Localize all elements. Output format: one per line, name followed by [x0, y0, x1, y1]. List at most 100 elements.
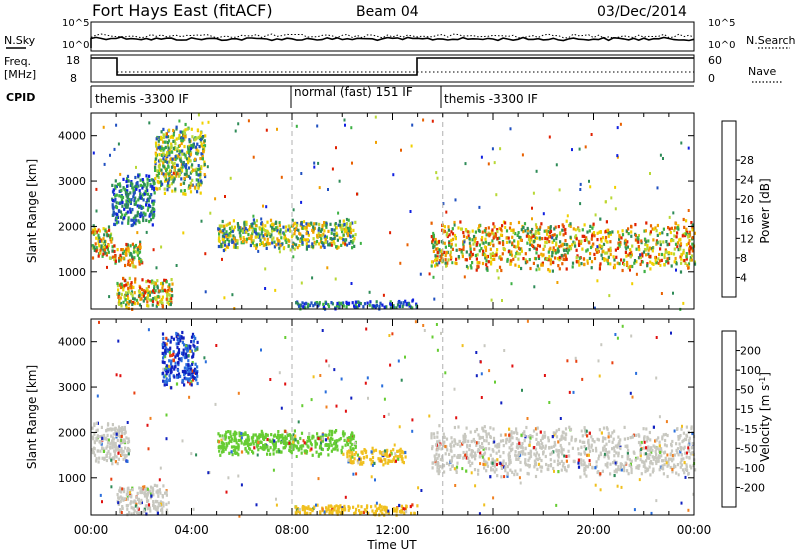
data-cell: [370, 458, 373, 462]
data-cell: [148, 195, 151, 199]
data-cell: [173, 165, 177, 169]
data-cell: [134, 214, 137, 218]
data-cell: [366, 301, 369, 305]
data-cell: [111, 205, 114, 209]
data-cell: [191, 355, 194, 359]
data-cell: [327, 453, 330, 457]
data-cell: [636, 456, 639, 460]
data-cell: [141, 485, 145, 489]
data-cell: [168, 288, 171, 292]
data-cell: [624, 238, 627, 242]
data-cell: [120, 490, 123, 494]
data-cell: [690, 254, 694, 258]
data-cell: [228, 233, 231, 237]
data-cell: [249, 236, 252, 241]
data-cell: [256, 438, 259, 443]
data-cell: [481, 435, 484, 440]
data-cell: [333, 439, 336, 443]
data-cell: [565, 267, 568, 271]
data-cell: [602, 426, 606, 430]
data-cell: [270, 433, 273, 437]
data-cell: [686, 263, 689, 267]
data-cell: [575, 237, 578, 241]
data-cell: [487, 226, 490, 230]
data-cell: [345, 217, 348, 221]
data-cell: [505, 438, 508, 442]
data-cell: [593, 256, 597, 261]
data-cell: [306, 231, 309, 235]
data-cell: [163, 165, 166, 169]
data-cell: [350, 126, 353, 130]
data-cell: [130, 181, 133, 185]
data-cell: [172, 350, 175, 354]
data-cell: [491, 239, 494, 243]
data-cell: [160, 130, 163, 134]
data-cell: [106, 234, 109, 238]
data-cell: [290, 451, 293, 455]
data-cell: [531, 243, 534, 247]
data-cell: [415, 302, 418, 306]
data-cell: [125, 179, 128, 184]
data-cell: [583, 426, 586, 430]
data-cell: [163, 288, 167, 292]
range-tick-label: 1000: [58, 266, 86, 279]
data-cell: [489, 232, 492, 236]
data-cell: [162, 161, 165, 165]
data-cell: [454, 243, 457, 247]
data-cell: [543, 229, 546, 233]
data-cell: [140, 293, 143, 297]
data-cell: [608, 439, 611, 443]
data-cell: [678, 436, 681, 440]
data-cell: [141, 178, 144, 182]
data-cell: [664, 248, 667, 252]
data-cell: [630, 467, 633, 472]
data-cell: [643, 463, 646, 467]
data-cell: [218, 239, 221, 244]
data-cell: [131, 488, 134, 492]
data-cell: [192, 352, 195, 356]
data-cell: [337, 245, 340, 249]
data-cell: [115, 432, 118, 436]
data-cell: [195, 378, 198, 382]
data-cell: [262, 204, 264, 208]
data-cell: [136, 211, 139, 215]
data-cell: [172, 146, 175, 150]
data-cell: [161, 182, 164, 186]
data-cell: [571, 148, 573, 152]
data-cell: [114, 222, 117, 227]
data-cell: [649, 473, 652, 477]
data-cell: [181, 339, 185, 343]
cpid-panel: CPID themis -3300 IF normal (fast) 151 I…: [6, 85, 694, 108]
data-cell: [357, 300, 360, 304]
data-cell: [437, 454, 441, 458]
data-cell: [566, 214, 569, 218]
data-cell: [103, 233, 106, 237]
data-cell: [549, 235, 552, 239]
data-cell: [223, 239, 227, 244]
data-cell: [530, 238, 533, 242]
data-cell: [652, 262, 655, 266]
data-cell: [181, 341, 184, 345]
data-cell: [434, 264, 437, 268]
data-cell: [661, 466, 664, 470]
data-cell: [474, 453, 477, 457]
data-cell: [534, 453, 537, 458]
data-cell: [590, 133, 593, 136]
data-cell: [160, 508, 164, 512]
data-cell: [430, 221, 433, 225]
data-cell: [196, 128, 199, 132]
data-cell: [125, 492, 128, 497]
data-cell: [558, 461, 561, 466]
data-cell: [192, 335, 196, 339]
data-cell: [468, 230, 471, 234]
data-cell: [677, 248, 680, 252]
data-cell: [487, 162, 490, 166]
data-cell: [153, 483, 156, 487]
data-cell: [98, 456, 101, 460]
data-cell: [305, 232, 308, 236]
data-cell: [332, 237, 335, 241]
data-cell: [508, 439, 511, 443]
data-cell: [167, 367, 170, 372]
data-cell: [101, 254, 104, 258]
data-cell: [455, 261, 458, 266]
